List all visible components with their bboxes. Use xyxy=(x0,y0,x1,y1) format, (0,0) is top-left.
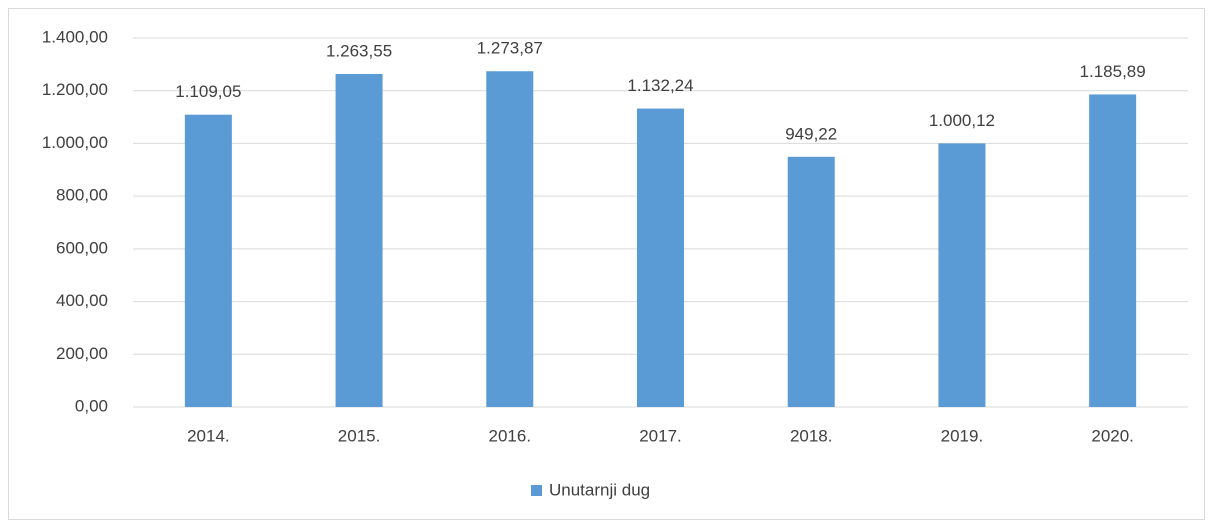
data-label: 1.000,12 xyxy=(929,111,995,130)
x-tick-label: 2020. xyxy=(1091,426,1134,445)
legend-label: Unutarnji dug xyxy=(549,480,650,499)
bar xyxy=(1089,94,1137,407)
data-label: 1.109,05 xyxy=(175,82,241,101)
bar xyxy=(938,143,986,407)
legend-swatch xyxy=(531,485,542,496)
y-tick-label: 800,00 xyxy=(56,186,108,205)
x-tick-label: 2019. xyxy=(941,426,984,445)
data-label: 1.185,89 xyxy=(1080,62,1146,81)
x-tick-label: 2014. xyxy=(187,426,230,445)
data-label: 949,22 xyxy=(785,124,837,143)
x-tick-label: 2015. xyxy=(338,426,381,445)
bar xyxy=(787,156,835,407)
data-label: 1.273,87 xyxy=(477,39,543,58)
x-tick-label: 2016. xyxy=(489,426,532,445)
x-tick-label: 2017. xyxy=(639,426,682,445)
y-tick-label: 1.000,00 xyxy=(42,133,108,152)
x-tick-label: 2018. xyxy=(790,426,833,445)
bar xyxy=(184,114,232,408)
y-tick-label: 1.200,00 xyxy=(42,80,108,99)
bar xyxy=(486,71,534,407)
data-label: 1.263,55 xyxy=(326,41,392,60)
data-label: 1.132,24 xyxy=(627,76,693,95)
y-tick-label: 600,00 xyxy=(56,238,108,257)
y-tick-label: 200,00 xyxy=(56,344,108,363)
bar xyxy=(335,73,383,407)
y-tick-label: 400,00 xyxy=(56,291,108,310)
bar xyxy=(637,108,684,407)
y-tick-label: 1.400,00 xyxy=(42,27,108,46)
y-tick-label: 0,00 xyxy=(75,396,108,415)
